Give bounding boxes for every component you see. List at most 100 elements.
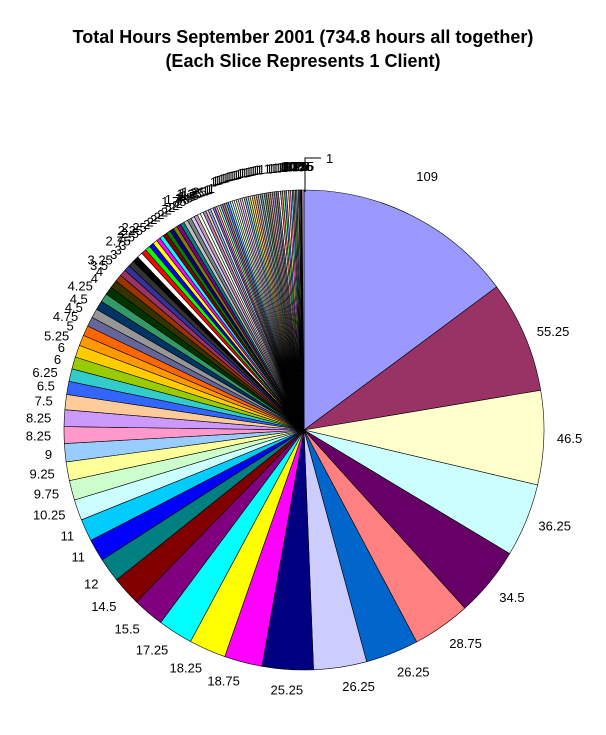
chart-title-line2: (Each Slice Represents 1 Client)	[165, 50, 441, 71]
slice-label: 6.25	[32, 365, 57, 380]
slice-callout-label: 1	[326, 151, 333, 166]
slice-label: 4.75	[53, 309, 78, 324]
slice-label: 1.5	[181, 188, 199, 203]
slice-label: 6	[58, 340, 65, 355]
slice-label: 2	[176, 196, 183, 211]
slice-label: 2.25	[118, 223, 143, 238]
slice-label: 0.75	[281, 159, 306, 174]
slice-label: 1	[210, 174, 217, 189]
slice-label: 1	[212, 174, 219, 189]
slice-label: 2	[154, 209, 161, 224]
slice-label: 15.5	[114, 622, 139, 637]
slice-label: 1	[218, 172, 225, 187]
slice-label: 1	[245, 164, 252, 179]
slice-label: 7.5	[35, 394, 53, 409]
slice-label: 2	[165, 202, 172, 217]
slice-label: 2	[161, 205, 168, 220]
slice-label: 1	[247, 164, 254, 179]
slice-label: 1	[270, 161, 277, 176]
chart-title-line1: Total Hours September 2001 (734.8 hours …	[72, 27, 534, 47]
slice-label: 1	[206, 182, 213, 197]
slice-label: 1	[264, 162, 271, 177]
slice-label: 1	[274, 160, 281, 175]
slice-label: 1	[285, 160, 292, 175]
slice-label: 1	[279, 160, 286, 175]
slice-label: 1	[243, 165, 250, 180]
slice-label: 1.75	[161, 194, 186, 209]
slice-label: 1	[281, 160, 288, 175]
slice-label: 1	[268, 161, 275, 176]
slice-label: 18.75	[207, 674, 240, 689]
slice-label: 18.25	[170, 661, 203, 676]
slice-label: 1	[241, 165, 248, 180]
slice-label: 3	[119, 238, 126, 253]
slice-label: 3.5	[90, 258, 108, 273]
slice-label: 2	[168, 200, 175, 215]
slice-label: 1.25	[179, 186, 204, 201]
slice-label: 14.5	[91, 599, 116, 614]
slice-label: 1	[208, 181, 215, 196]
slice-label: 4	[91, 271, 98, 286]
slice-label: 2	[143, 217, 150, 232]
slice-label: 1	[237, 166, 244, 181]
slice-label: 1	[235, 167, 242, 182]
slice-label: 0.25	[288, 159, 313, 174]
slice-label: 12	[84, 577, 98, 592]
slice-label: 1	[254, 163, 261, 178]
slice-label: 11	[72, 550, 86, 565]
pie-slice	[301, 189, 305, 431]
slice-label: 1	[220, 171, 227, 186]
slice-label: 1	[249, 164, 256, 179]
slice-label: 1.5	[178, 189, 196, 204]
slice-label: 4	[96, 264, 103, 279]
slice-label: 1	[251, 163, 258, 178]
slice-label: 1	[222, 170, 229, 185]
slice-label: 25.25	[271, 682, 304, 697]
slice-label: 1	[230, 168, 237, 183]
slice-label: 4.5	[70, 292, 88, 307]
slice-label: 0.75	[283, 159, 308, 174]
slice-label: 1.25	[181, 185, 206, 200]
slice-label: 4.5	[65, 300, 83, 315]
slice-label: 10.25	[33, 507, 66, 522]
slice-label: 0.5	[291, 159, 309, 174]
slice-label: 1	[276, 160, 283, 175]
slice-label: 1	[228, 168, 235, 183]
slice-label: 55.25	[537, 324, 570, 339]
slice-label: 8.25	[26, 411, 51, 426]
slice-label: 1.25	[176, 187, 201, 202]
slice-label: 1	[224, 170, 231, 185]
slice-label: 4.25	[68, 279, 93, 294]
slice-label: 0.8	[282, 159, 300, 174]
chart-title: Total Hours September 2001 (734.8 hours …	[0, 26, 606, 74]
slice-label: 1	[258, 162, 265, 177]
slice-label: 3.25	[87, 252, 112, 267]
slice-label: 1	[232, 167, 239, 182]
slice-label: 34.5	[499, 590, 524, 605]
slice-label: 26.25	[397, 664, 430, 679]
slice-label: 109	[416, 169, 438, 184]
slice-label: 1	[202, 184, 209, 199]
slice-label: 1	[266, 161, 273, 176]
pie-slice	[303, 189, 498, 431]
slice-label: 9	[45, 447, 52, 462]
slice-label: 2.5	[121, 226, 139, 241]
slice-label: 1.75	[165, 192, 190, 207]
slice-label: 1	[214, 173, 221, 188]
slice-label: 8.25	[26, 428, 51, 443]
slice-label: 2	[157, 207, 164, 222]
slice-label: 1	[216, 172, 223, 187]
slice-label: 2	[150, 212, 157, 227]
slice-label: 0.75	[280, 159, 305, 174]
slice-label: 0.25	[288, 159, 313, 174]
slice-label: 36.25	[538, 518, 571, 533]
slice-label: 2	[147, 214, 154, 229]
slice-label: 3	[110, 247, 117, 262]
slice-label: 2	[172, 198, 179, 213]
slice-label: 1	[272, 161, 279, 176]
slice-label: 3	[115, 243, 122, 258]
pie-slice	[303, 286, 542, 431]
slice-label: 26.25	[342, 679, 375, 694]
slice-label: 1	[283, 160, 290, 175]
